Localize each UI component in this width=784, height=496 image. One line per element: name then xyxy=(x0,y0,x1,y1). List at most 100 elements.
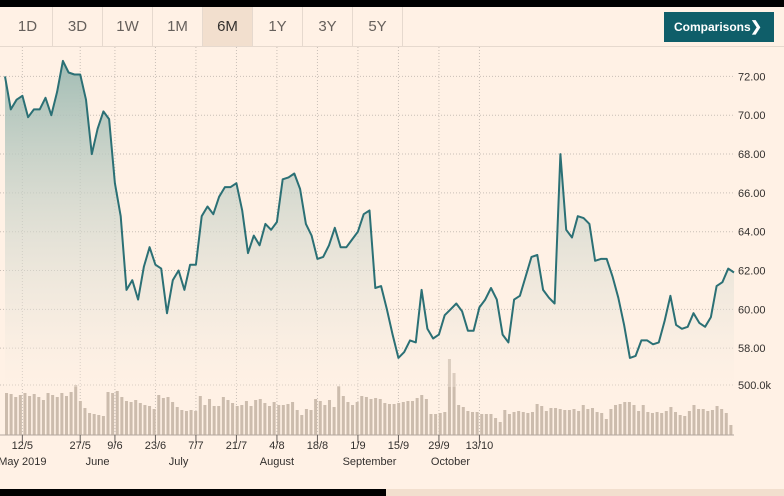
volume-bar xyxy=(457,405,461,435)
volume-bar xyxy=(521,412,525,435)
volume-bar xyxy=(364,397,368,435)
comparisons-button[interactable]: Comparisons ❯ xyxy=(664,12,774,42)
volume-bar xyxy=(32,394,36,435)
volume-bar xyxy=(69,392,73,435)
volume-bar xyxy=(184,411,188,435)
volume-bar xyxy=(120,397,124,435)
volume-bar xyxy=(134,400,138,435)
volume-bar xyxy=(466,411,470,435)
volume-bar xyxy=(590,408,594,435)
x-axis: 12/5 27/5 9/6 23/6 7/7 21/7 4/8 18/8 1/9 15/9 29/9… xyxy=(0,434,734,468)
volume-bar xyxy=(194,411,198,435)
volume-bar xyxy=(604,419,608,435)
x-tick-label: 4/8 xyxy=(269,440,284,452)
tab-1m[interactable]: 1M xyxy=(153,7,203,46)
month-label: June xyxy=(86,456,110,468)
volume-bar xyxy=(92,414,96,435)
volume-bar xyxy=(341,396,345,435)
volume-bar xyxy=(618,404,622,435)
y-tick-label: 64.00 xyxy=(738,227,766,239)
volume-bar xyxy=(563,410,567,435)
scroll-bar-thumb[interactable] xyxy=(0,489,386,496)
volume-bar xyxy=(281,405,285,435)
volume-bar xyxy=(277,405,281,435)
volume-bar xyxy=(669,407,673,435)
x-tick-label: 15/9 xyxy=(388,440,409,452)
volume-bar xyxy=(231,403,235,435)
volume-bar xyxy=(687,411,691,435)
volume-bar xyxy=(710,410,714,435)
y-tick-label: 66.00 xyxy=(738,188,766,200)
volume-bar xyxy=(189,410,193,435)
volume-bar xyxy=(295,410,299,435)
volume-bar xyxy=(46,393,50,435)
volume-bar xyxy=(88,413,92,435)
volume-bar xyxy=(355,402,359,435)
volume-bar xyxy=(369,399,373,435)
volume-bar xyxy=(111,393,115,435)
volume-bar xyxy=(106,392,110,435)
volume-bar xyxy=(429,414,433,435)
tab-6m[interactable]: 6M xyxy=(203,7,253,46)
volume-bar xyxy=(166,397,170,435)
volume-bar xyxy=(415,398,419,435)
volume-bar xyxy=(129,402,133,435)
volume-bar xyxy=(517,411,521,435)
volume-bar xyxy=(471,412,475,435)
tab-3y[interactable]: 3Y xyxy=(303,7,353,46)
volume-bar xyxy=(724,413,728,435)
y-tick-label: 62.00 xyxy=(738,266,766,278)
volume-bar xyxy=(180,410,184,435)
x-tick-label: 1/9 xyxy=(350,440,365,452)
x-tick-label: 27/5 xyxy=(70,440,91,452)
volume-bar xyxy=(507,414,511,435)
volume-bar xyxy=(526,413,530,435)
volume-bar xyxy=(23,393,27,435)
volume-bar xyxy=(641,405,645,435)
volume-bar xyxy=(254,400,258,435)
volume-bar xyxy=(420,395,424,435)
y-tick-label: 70.00 xyxy=(738,110,766,122)
volume-bar xyxy=(208,399,212,435)
month-label: October xyxy=(431,456,470,468)
tab-3d[interactable]: 3D xyxy=(53,7,103,46)
volume-bar xyxy=(226,400,230,435)
volume-bar xyxy=(314,399,318,435)
volume-bar xyxy=(387,404,391,435)
volume-bar xyxy=(452,373,456,435)
tab-1w[interactable]: 1W xyxy=(103,7,153,46)
volume-bar xyxy=(549,408,553,435)
volume-bar xyxy=(101,416,105,435)
volume-bar xyxy=(567,410,571,435)
volume-bar xyxy=(5,393,9,435)
volume-bar xyxy=(540,406,544,435)
tab-5y[interactable]: 5Y xyxy=(353,7,403,46)
month-label: May 2019 xyxy=(0,456,47,468)
chevron-right-icon: ❯ xyxy=(750,18,762,34)
volume-bar xyxy=(360,396,364,435)
scroll-bar-track[interactable] xyxy=(386,489,784,496)
price-area xyxy=(5,60,734,388)
volume-bar xyxy=(351,405,355,435)
volume-bar xyxy=(595,412,599,435)
volume-bar xyxy=(572,409,576,435)
volume-bar xyxy=(175,407,179,435)
tab-1d[interactable]: 1D xyxy=(3,7,53,46)
volume-bar xyxy=(346,402,350,435)
volume-bar xyxy=(475,412,479,435)
month-label: September xyxy=(343,456,397,468)
volume-bar xyxy=(411,401,415,435)
volume-bar xyxy=(434,414,438,435)
y-tick-label: 58.00 xyxy=(738,343,766,355)
volume-bar xyxy=(97,415,101,435)
volume-bar xyxy=(706,411,710,435)
tab-1y[interactable]: 1Y xyxy=(253,7,303,46)
volume-bar xyxy=(632,405,636,435)
price-line-path xyxy=(4,59,735,359)
volume-bar xyxy=(291,402,295,435)
volume-bar xyxy=(374,398,378,435)
volume-bar xyxy=(614,405,618,435)
volume-bar xyxy=(14,397,18,435)
volume-bar xyxy=(60,393,64,435)
volume-bar xyxy=(152,409,156,435)
